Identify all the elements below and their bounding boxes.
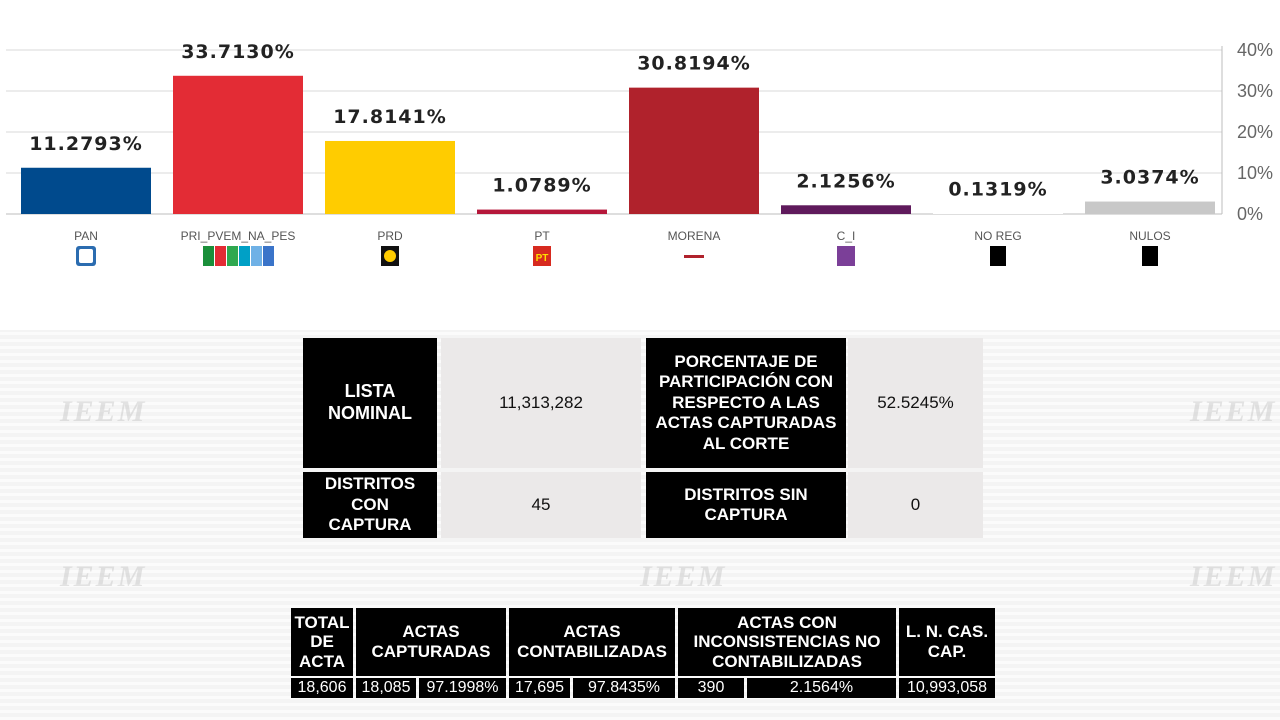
coalition-logo: [227, 246, 238, 266]
category-label: NO REG: [974, 229, 1021, 243]
value-ln-cas-cap: 10,993,058: [899, 678, 995, 698]
data-label: 2.1256%: [796, 170, 895, 192]
watermark: IEEM: [640, 560, 727, 593]
no-reg-logo: [990, 246, 1006, 266]
coalition-logo: [215, 246, 226, 266]
category-label: PT: [534, 229, 550, 243]
data-label: 1.0789%: [492, 175, 591, 197]
bar-pt: [477, 209, 607, 214]
distritos-con-label: DISTRITOS CON CAPTURA: [303, 472, 437, 538]
watermark: IEEM: [1190, 395, 1277, 428]
data-label: 30.8194%: [637, 53, 751, 75]
lista-nominal-value: 11,313,282: [441, 338, 641, 468]
results-bar-chart: 0% 10% 20% 30% 40% 11.2793% PAN 33.7130% PRI_PVE…: [6, 40, 1273, 266]
participacion-value: 52.5245%: [848, 338, 983, 468]
prd-sun-icon: [384, 250, 396, 262]
distritos-con-value: 45: [441, 472, 641, 538]
morena-logo: [684, 255, 704, 258]
bar-pan: [21, 167, 151, 214]
watermark: IEEM: [60, 560, 147, 593]
y-tick-label: 30%: [1237, 81, 1273, 101]
pt-logo-text: PT: [536, 253, 549, 264]
header-ln-cas-cap: L. N. CAS. CAP.: [899, 608, 995, 676]
results-chart-area: 0% 10% 20% 30% 40% 11.2793% PAN 33.7130% PRI_PVE…: [0, 0, 1280, 300]
data-label: 17.8141%: [333, 106, 447, 128]
coalition-logo: [203, 246, 214, 266]
bar-nulos: [1085, 201, 1215, 214]
header-actas-contabilizadas: ACTAS CONTABILIZADAS: [509, 608, 675, 676]
value-inconsistencias-percent: 2.1564%: [747, 678, 896, 698]
distritos-sin-value: 0: [848, 472, 983, 538]
value-inconsistencias-count: 390: [678, 678, 744, 698]
header-actas-inconsistencias: ACTAS CON INCONSISTENCIAS NO CONTABILIZA…: [678, 608, 896, 676]
coalition-logo: [251, 246, 262, 266]
data-label: 33.7130%: [181, 41, 295, 63]
value-contabilizadas-percent: 97.8435%: [573, 678, 675, 698]
value-contabilizadas-count: 17,695: [509, 678, 570, 698]
bar-pri-pvem-na-pes: [173, 75, 303, 214]
bar-prd: [325, 140, 455, 214]
category-label: PAN: [74, 229, 98, 243]
category-label: NULOS: [1129, 229, 1170, 243]
data-label: 3.0374%: [1100, 167, 1199, 189]
y-tick-label: 20%: [1237, 122, 1273, 142]
coalition-logo: [239, 246, 250, 266]
watermark: IEEM: [1190, 560, 1277, 593]
lista-nominal-label: LISTA NOMINAL: [303, 338, 437, 468]
data-label: 0.1319%: [948, 178, 1047, 200]
category-label: PRI_PVEM_NA_PES: [181, 229, 296, 243]
distritos-sin-label: DISTRITOS SIN CAPTURA: [646, 472, 846, 538]
value-capturadas-percent: 97.1998%: [419, 678, 506, 698]
value-total-acta: 18,606: [291, 678, 353, 698]
ci-logo: [837, 246, 855, 266]
header-total-acta: TOTAL DE ACTA: [291, 608, 353, 676]
category-label: C_I: [837, 229, 856, 243]
pt-logo: [533, 246, 551, 266]
pan-logo-inner: [79, 249, 93, 263]
coalition-logo: [263, 246, 274, 266]
header-actas-capturadas: ACTAS CAPTURADAS: [356, 608, 506, 676]
participacion-label: PORCENTAJE DE PARTICIPACIÓN CON RESPECTO…: [646, 338, 846, 468]
watermark: IEEM: [60, 395, 147, 428]
bar-c-i: [781, 205, 911, 214]
y-tick-label: 0%: [1237, 204, 1263, 224]
bar-no-reg: [933, 213, 1063, 214]
y-tick-label: 40%: [1237, 40, 1273, 60]
data-label: 11.2793%: [29, 133, 143, 155]
category-label: MORENA: [668, 229, 721, 243]
bar-morena: [629, 87, 759, 214]
nulos-logo: [1142, 246, 1158, 266]
value-capturadas-count: 18,085: [356, 678, 416, 698]
category-label: PRD: [377, 229, 403, 243]
y-tick-label: 10%: [1237, 163, 1273, 183]
